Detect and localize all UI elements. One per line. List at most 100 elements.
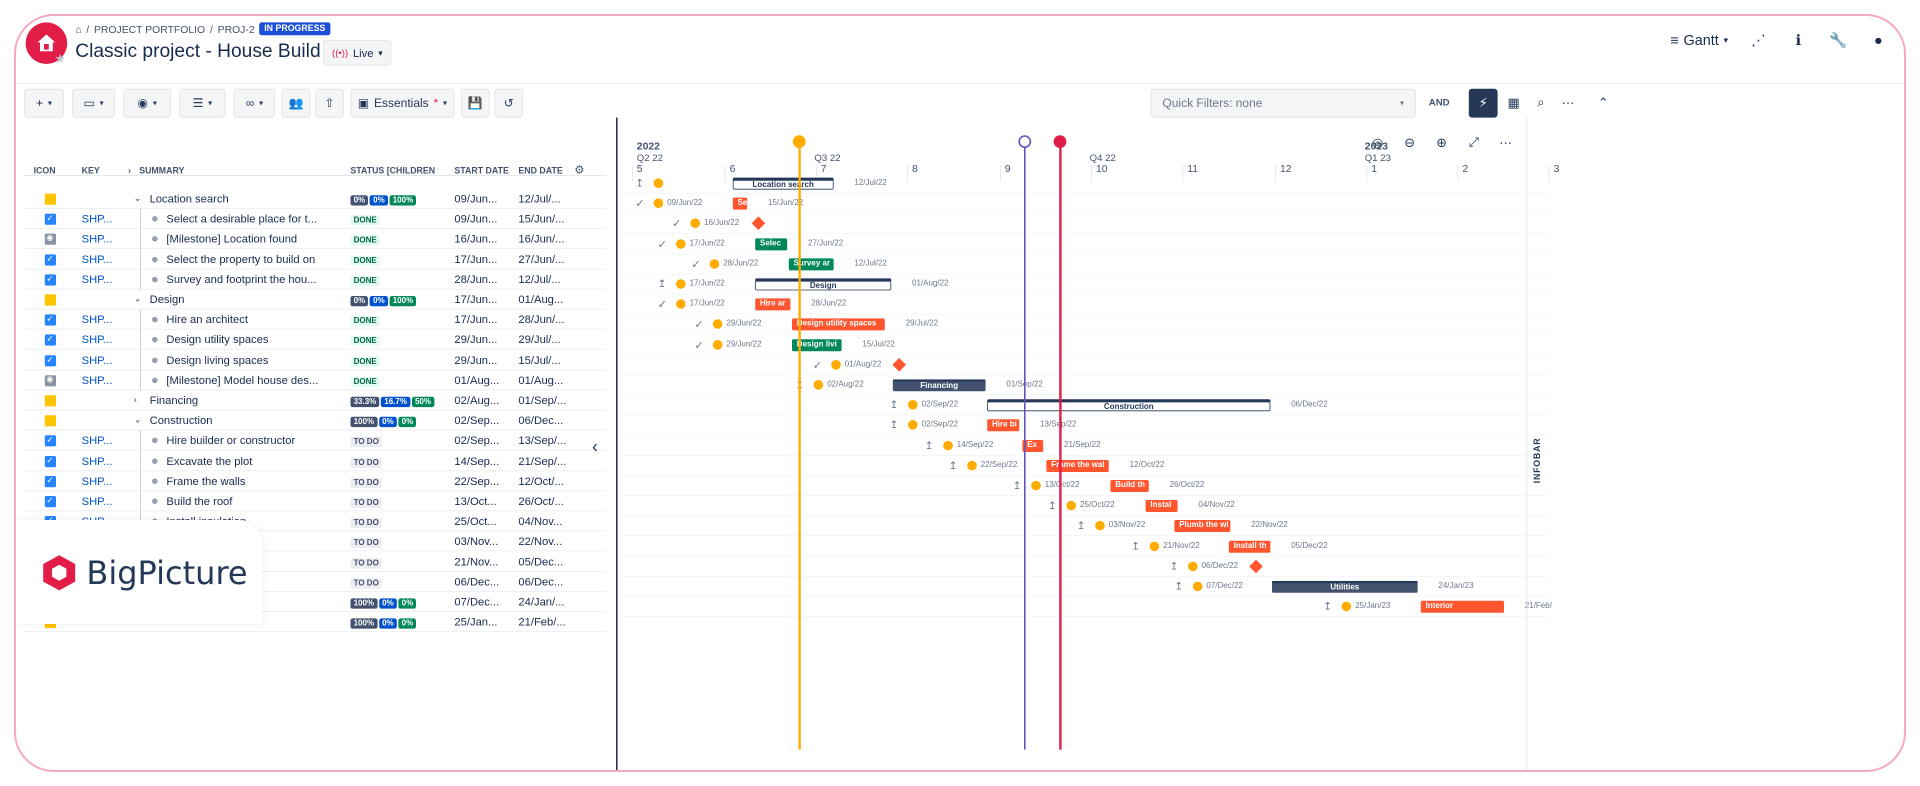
infobar[interactable]: INFOBAR <box>1526 117 1548 770</box>
start-date-cell[interactable]: 17/Jun... <box>454 312 498 326</box>
summary-cell[interactable]: Hire an architect <box>166 312 248 326</box>
status-badge[interactable]: DONE <box>350 215 380 226</box>
assignee-avatar[interactable] <box>1065 500 1077 512</box>
status-badge[interactable]: IN PROGRESS <box>259 22 331 36</box>
table-row[interactable]: ⌄ Location search 0% 0% 100% 09/Jun... 12/Jul/… <box>24 189 607 209</box>
end-date-cell[interactable]: 06/Dec... <box>518 575 564 588</box>
gear-icon[interactable]: ⚙ <box>574 163 585 176</box>
start-date-cell[interactable]: 06/Dec... <box>454 575 500 588</box>
user-icon[interactable]: ● <box>1874 31 1883 48</box>
milestone-diamond[interactable] <box>892 357 906 372</box>
table-row[interactable]: SHP... [Milestone] Location found DONE 16/J… <box>24 229 607 250</box>
folder-button[interactable]: ▭ ▾ <box>72 88 116 118</box>
status-badge[interactable]: DONE <box>350 235 380 246</box>
gantt-bar[interactable]: Se <box>732 197 748 210</box>
table-row[interactable]: SHP... Hire builder or constructor TO DO 02… <box>24 430 607 451</box>
col-key[interactable]: KEY <box>81 166 100 176</box>
end-date-cell[interactable]: 27/Jun/... <box>518 252 565 266</box>
summary-cell[interactable]: [Milestone] Model house des... <box>166 373 319 387</box>
and-toggle[interactable]: AND <box>1428 96 1450 108</box>
assignee-avatar[interactable] <box>1030 480 1042 492</box>
page-title[interactable]: Classic project - House Build ⌄ <box>75 40 336 62</box>
assignee-avatar[interactable] <box>689 217 701 230</box>
issue-key[interactable]: SHP... <box>81 333 113 346</box>
assignee-avatar[interactable] <box>712 338 724 351</box>
summary-cell[interactable]: Build the roof <box>166 494 233 508</box>
start-date-cell[interactable]: 03/Nov... <box>454 534 499 548</box>
gantt-bar[interactable]: Construction <box>987 399 1271 412</box>
start-date-cell[interactable]: 13/Oct... <box>454 494 497 508</box>
table-row[interactable]: SHP... [Milestone] Model house des... DONE… <box>24 370 607 391</box>
home-icon[interactable]: ⌂ <box>75 22 82 35</box>
start-date-cell[interactable]: 25/Oct... <box>454 514 497 528</box>
more-icon[interactable]: ⋯ <box>1499 136 1512 151</box>
gantt-bar[interactable]: Survey ar <box>788 258 834 271</box>
end-date-cell[interactable]: 24/Jan/... <box>518 595 565 608</box>
summary-cell[interactable]: Design living spaces <box>166 353 269 367</box>
expand-icon[interactable]: ⤢ <box>1468 136 1479 150</box>
summary-cell[interactable]: Excavate the plot <box>166 454 253 467</box>
collapse-toolbar-button[interactable]: ⌃ <box>1589 89 1618 118</box>
export-button[interactable]: ⇧ <box>315 88 344 118</box>
gantt-bar[interactable]: Hire bi <box>987 419 1020 432</box>
gantt-bar[interactable]: Ex <box>1022 439 1044 452</box>
end-date-cell[interactable]: 22/Nov... <box>518 534 563 548</box>
deadline-marker[interactable] <box>1053 135 1067 148</box>
col-start[interactable]: START DATE <box>454 166 509 176</box>
chevron-left-icon[interactable]: ‹ <box>592 436 598 456</box>
status-badge[interactable]: TO DO <box>350 457 382 468</box>
summary-cell[interactable]: Survey and footprint the hou... <box>166 272 317 286</box>
search-button[interactable]: ⌕ <box>1526 89 1555 118</box>
end-date-cell[interactable]: 12/Jul/... <box>518 272 561 286</box>
summary-cell[interactable]: Location search <box>149 192 229 205</box>
start-date-cell[interactable]: 02/Aug... <box>454 393 500 407</box>
status-badge[interactable]: TO DO <box>350 558 382 569</box>
table-row[interactable]: ⌄100%0%0%25/Jan...21/Feb/... <box>24 612 607 633</box>
zoom-out-icon[interactable]: ⊖ <box>1404 136 1415 151</box>
gantt-bar[interactable]: Location search <box>732 177 834 190</box>
table-row[interactable]: SHP... Survey and footprint the hou... DON… <box>24 269 607 290</box>
end-date-cell[interactable]: 15/Jun/... <box>518 212 565 225</box>
more-button[interactable]: ⋯ <box>1554 89 1583 118</box>
status-badge[interactable]: TO DO <box>350 437 382 448</box>
expand-toggle-icon[interactable]: ⌄ <box>133 192 142 204</box>
summary-cell[interactable]: Select the property to build on <box>166 252 316 266</box>
summary-cell[interactable]: [Milestone] Location found <box>166 232 298 246</box>
start-date-cell[interactable]: 01/Aug... <box>454 373 500 387</box>
assignee-avatar[interactable] <box>907 399 919 411</box>
gantt-bar[interactable]: Design livi <box>792 338 842 351</box>
table-row[interactable]: SHP... Excavate the plot TO DO 14/Sep... 21/… <box>24 450 607 471</box>
live-button[interactable]: ((•)) Live ▾ <box>323 40 392 66</box>
essentials-view[interactable]: ▣ Essentials * ▾ <box>350 88 455 118</box>
expand-all-icon[interactable]: › <box>128 166 131 176</box>
issue-key[interactable]: SHP... <box>81 212 113 225</box>
start-date-cell[interactable]: 17/Jun... <box>454 252 498 266</box>
issue-key[interactable]: SHP... <box>81 232 113 246</box>
issue-key[interactable]: SHP... <box>81 433 113 447</box>
start-date-cell[interactable]: 17/Jun... <box>454 292 498 306</box>
assignee-avatar[interactable] <box>1187 560 1199 572</box>
share-icon[interactable]: ⋰ <box>1751 31 1766 48</box>
status-badge[interactable]: TO DO <box>350 517 382 529</box>
summary-cell[interactable]: Frame the walls <box>166 474 246 488</box>
assignee-avatar[interactable] <box>966 459 978 472</box>
expand-toggle-icon[interactable]: › <box>133 393 137 405</box>
milestone-diamond[interactable] <box>1249 559 1263 574</box>
start-date-cell[interactable]: 16/Jun... <box>454 232 498 246</box>
link-button[interactable]: ∞ ▾ <box>233 88 276 118</box>
columns-button[interactable]: ☰ ▾ <box>179 88 226 118</box>
gantt-bar[interactable]: Install th <box>1228 540 1271 553</box>
status-badge[interactable]: DONE <box>350 376 380 388</box>
assignee-avatar[interactable] <box>812 379 824 391</box>
milestone-diamond[interactable] <box>751 216 766 231</box>
issue-key[interactable]: SHP... <box>81 373 113 387</box>
gantt-bar[interactable]: Frame the wal <box>1046 459 1109 472</box>
calendar-button[interactable]: ▦ <box>1499 89 1528 118</box>
gantt-bar[interactable]: Interior <box>1420 600 1504 613</box>
table-row[interactable]: ⌄ Design 0% 0% 100% 17/Jun... 01/Aug... <box>24 290 607 310</box>
assignee-avatar[interactable] <box>712 318 724 330</box>
end-date-cell[interactable]: 06/Dec... <box>518 413 564 427</box>
table-row[interactable]: SHP... Build the roof TO DO 13/Oct... 26/Oct… <box>24 491 607 512</box>
assignee-avatar[interactable] <box>675 278 687 290</box>
wrench-icon[interactable]: 🔧 <box>1829 31 1848 48</box>
